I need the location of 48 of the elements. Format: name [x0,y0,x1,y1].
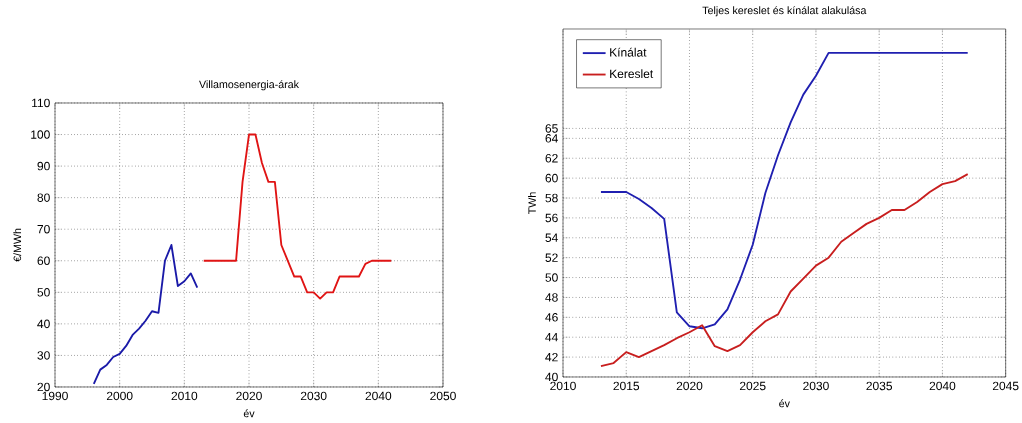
y-tick-label: 100 [31,130,50,139]
y-axis-title: TWh [528,192,536,215]
y-tick-label: 58 [545,193,558,203]
x-tick-label: 2045 [992,381,1019,391]
chart-title: Teljes kereslet és kínálat alakulása [702,6,867,17]
y-tick-label: 42 [545,352,558,362]
y-tick-label: 46 [545,313,558,322]
y-tick-label: 70 [37,224,50,234]
x-tick-label: 2030 [300,391,327,401]
y-tick-label: 44 [545,333,558,342]
x-axis-title: év [779,399,790,408]
y-axis-title: €/MWh [13,228,22,262]
x-tick-label: 2050 [430,391,456,401]
y-tick-label: 52 [545,253,558,262]
x-tick-label: 2025 [739,381,766,391]
y-tick-label: 90 [37,161,50,171]
y-tick-label: 40 [545,372,558,382]
y-tick-label: 62 [545,153,558,163]
y-tick-label: 48 [545,293,558,302]
legend-label: Kínálat [610,47,647,57]
y-tick-label: 20 [37,382,50,392]
line-series [92,244,199,385]
y-tick-label: 40 [37,319,50,329]
y-tick-label: 64 [545,134,558,143]
x-tick-label: 2020 [236,391,262,401]
y-tick-label: 110 [32,98,50,108]
y-tick-label: 60 [37,256,50,266]
y-tick-label: 50 [545,273,558,282]
x-tick-label: 2040 [365,391,392,401]
x-tick-label: 2000 [106,391,133,401]
x-tick-label: 2035 [866,381,893,391]
y-tick-label: 54 [545,233,558,242]
x-tick-label: 2015 [613,381,640,391]
y-tick-label: 50 [37,288,50,297]
y-tick-label: 30 [37,351,50,360]
chart-title: Villamosenergia-árak [199,80,299,91]
y-tick-label: 65 [545,124,558,133]
x-axis-title: év [243,409,255,418]
y-tick-label: 60 [545,173,558,183]
x-tick-label: 1990 [42,391,68,401]
x-tick-label: 2010 [550,381,576,391]
y-tick-label: 56 [545,213,558,223]
legend-label: Kereslet [610,69,654,79]
y-tick-label: 80 [37,193,50,202]
x-tick-label: 2020 [676,381,703,391]
x-tick-label: 2010 [171,391,198,401]
x-tick-label: 2040 [929,381,956,391]
x-tick-label: 2030 [803,381,829,391]
